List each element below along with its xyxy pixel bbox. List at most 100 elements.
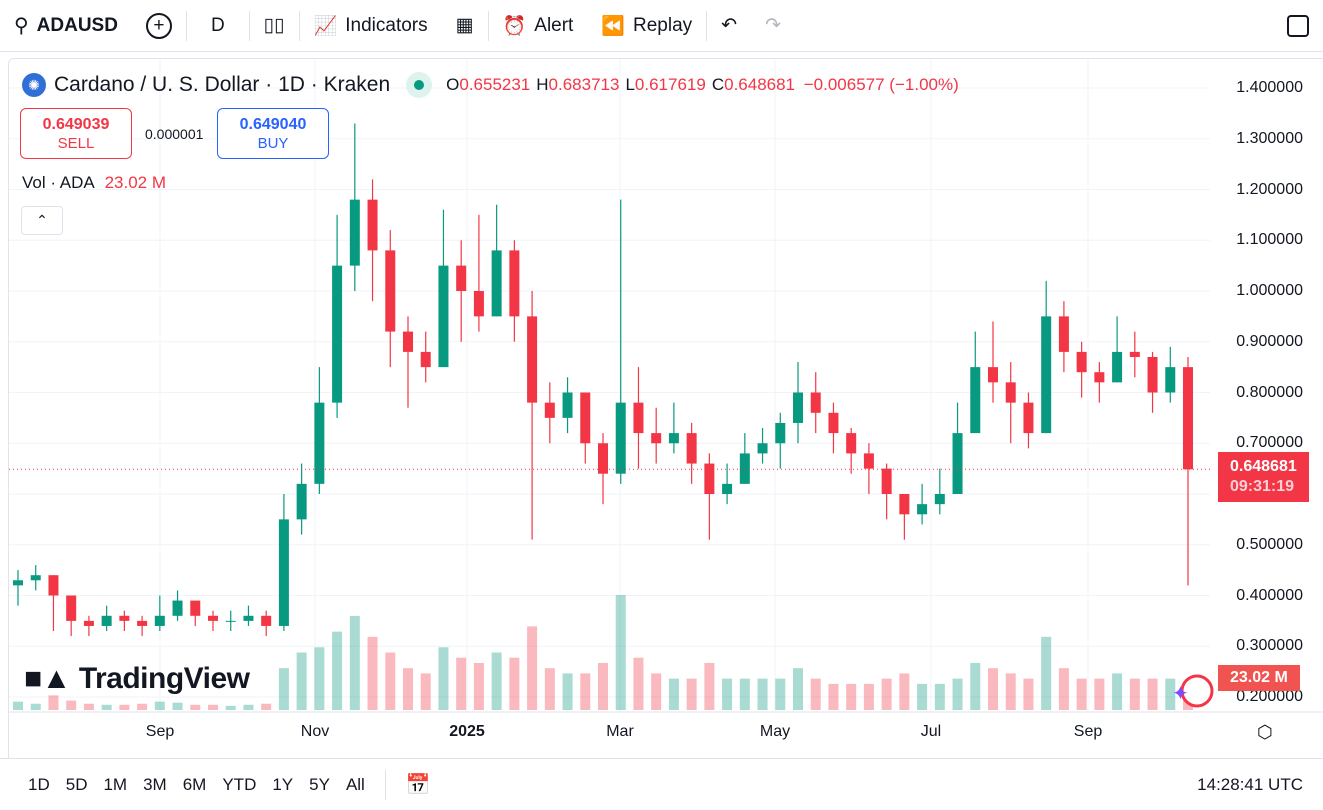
- volume-bar: [48, 695, 59, 710]
- candle-body: [633, 402, 644, 434]
- chart-legend: ✺ Cardano / U. S. Dollar · 1D · Kraken O…: [22, 72, 959, 98]
- candle-body: [934, 494, 945, 505]
- collapse-legend-button[interactable]: ⌃: [21, 206, 63, 235]
- price-tick: 0.900000: [1236, 332, 1303, 350]
- volume-bar: [722, 678, 733, 710]
- volume-bar: [952, 678, 963, 710]
- volume-bar: [580, 673, 591, 710]
- candle-body: [722, 483, 733, 494]
- bottom-toolbar: 1D 5D 1M 3M 6M YTD 1Y 5Y All 📅 14:28:41 UTC: [0, 758, 1323, 810]
- candle-body: [48, 575, 59, 596]
- candle-body: [261, 615, 272, 626]
- range-all[interactable]: All: [345, 774, 365, 794]
- price-chart[interactable]: ✦: [0, 0, 1323, 758]
- price-tick: 0.500000: [1236, 535, 1303, 553]
- volume-bar: [775, 678, 786, 710]
- price-tick: 1.300000: [1236, 129, 1303, 147]
- volume-legend: Vol · ADA 23.02 M: [22, 173, 166, 192]
- market-status-icon[interactable]: [406, 72, 433, 98]
- candle-body: [13, 580, 23, 586]
- alarm-clock-icon: ⏰: [502, 15, 527, 37]
- symbol-title: Cardano / U. S. Dollar · 1D · Kraken: [54, 73, 391, 96]
- candle-body: [1165, 367, 1176, 393]
- undo-button[interactable]: ↶: [707, 8, 751, 44]
- candle-body: [668, 433, 679, 444]
- price-tick: 1.100000: [1236, 231, 1303, 249]
- volume-bar: [668, 678, 679, 710]
- chart-type-button[interactable]: ▯▯: [250, 8, 299, 44]
- range-1y[interactable]: 1Y: [272, 774, 294, 794]
- range-5d[interactable]: 5D: [65, 774, 88, 794]
- candle-body: [1041, 316, 1052, 434]
- clock[interactable]: 14:28:41 UTC: [1197, 774, 1303, 794]
- volume-bar: [190, 704, 201, 710]
- candle-body: [615, 402, 626, 474]
- candle-body: [917, 504, 928, 515]
- us-flag-icon: [1180, 674, 1214, 708]
- volume-bar: [1112, 673, 1123, 710]
- indicators-button[interactable]: 📈 Indicators: [313, 14, 428, 37]
- candle-body: [544, 402, 555, 418]
- chart-pane[interactable]: [8, 58, 1323, 758]
- candle-body: [828, 412, 839, 434]
- volume-bar: [917, 683, 928, 710]
- candle-body: [757, 443, 768, 454]
- volume-bar: [704, 662, 715, 710]
- volume-bar: [881, 678, 892, 710]
- candle-body: [881, 468, 892, 494]
- settings-icon[interactable]: ⬡: [1257, 722, 1273, 742]
- interval-button[interactable]: D: [210, 14, 225, 36]
- volume-bar: [633, 657, 644, 710]
- candle-body: [332, 265, 343, 403]
- time-tick: Nov: [300, 723, 330, 740]
- candle-body: [739, 453, 750, 484]
- candle-body: [137, 620, 148, 626]
- date-ranges: 1D 5D 1M 3M 6M YTD 1Y 5Y All: [0, 775, 373, 795]
- symbol-search[interactable]: ⚲ ADAUSD: [14, 14, 118, 38]
- replay-button[interactable]: ⏪ Replay: [601, 14, 693, 37]
- compare-button[interactable]: +: [132, 8, 186, 44]
- candle-body: [598, 443, 608, 474]
- square-icon: [1287, 14, 1309, 37]
- time-tick: 2025: [449, 723, 485, 740]
- plus-circle-icon: +: [145, 12, 172, 39]
- candle-body: [793, 392, 803, 423]
- range-1d[interactable]: 1D: [28, 774, 50, 794]
- fullscreen-button[interactable]: [1273, 8, 1323, 44]
- candle-body: [580, 392, 591, 444]
- volume-bar: [527, 626, 538, 710]
- candle-body: [225, 620, 236, 622]
- volume-bar: [970, 662, 981, 710]
- candle-body: [527, 316, 538, 403]
- volume-bar: [1147, 678, 1158, 710]
- volume-bar: [456, 657, 467, 710]
- candle-body: [403, 331, 413, 352]
- alert-button[interactable]: ⏰ Alert: [502, 14, 574, 37]
- volume-bar: [172, 702, 183, 710]
- goto-date-icon[interactable]: 📅: [405, 774, 431, 796]
- spread-value: 0.000001: [145, 126, 204, 142]
- candle-body: [172, 600, 183, 616]
- volume-bar: [13, 701, 23, 710]
- range-3m[interactable]: 3M: [143, 774, 167, 794]
- buy-button[interactable]: 0.649040 BUY: [217, 108, 329, 159]
- redo-button[interactable]: ↷: [751, 8, 795, 44]
- range-1m[interactable]: 1M: [103, 774, 128, 794]
- candle-body: [952, 433, 963, 494]
- layouts-button[interactable]: ▦: [442, 8, 488, 44]
- range-5y[interactable]: 5Y: [309, 774, 330, 794]
- volume-bar: [83, 703, 94, 710]
- candle-body: [988, 367, 998, 383]
- range-6m[interactable]: 6M: [182, 774, 207, 794]
- last-price-tag: 0.648681 09:31:19: [1218, 452, 1309, 502]
- volume-bar: [473, 662, 484, 710]
- divider: [487, 10, 489, 41]
- candles-icon: ▯▯: [263, 15, 285, 36]
- volume-bar: [1023, 678, 1034, 710]
- time-tick: Sep: [145, 723, 175, 740]
- volume-bar: [420, 673, 431, 710]
- sell-button[interactable]: 0.649039 SELL: [20, 108, 132, 159]
- search-icon: ⚲: [14, 15, 29, 37]
- range-ytd[interactable]: YTD: [222, 774, 257, 794]
- volume-bar: [296, 652, 307, 710]
